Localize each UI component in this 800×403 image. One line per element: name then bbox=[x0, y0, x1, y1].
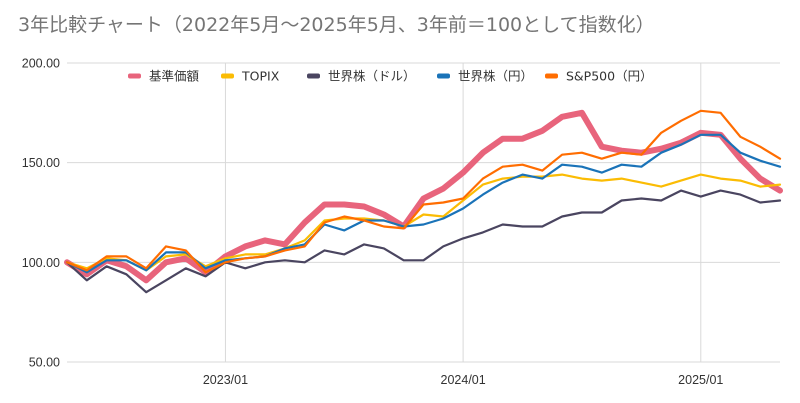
x-tick-label: 2025/01 bbox=[678, 373, 723, 387]
series-line-2 bbox=[65, 189, 782, 294]
y-tick-label: 100.00 bbox=[22, 256, 60, 270]
y-tick-label: 200.00 bbox=[22, 57, 60, 71]
x-axis: 2023/01 2024/01 2025/01 bbox=[203, 373, 724, 387]
legend-item[interactable]: S&P500（円） bbox=[545, 69, 653, 84]
series-path bbox=[65, 189, 782, 294]
legend-swatch-icon bbox=[128, 73, 141, 79]
series-path bbox=[64, 109, 783, 284]
series-path bbox=[65, 109, 782, 274]
legend-label: TOPIX bbox=[241, 69, 280, 84]
legend-swatch-icon bbox=[307, 73, 320, 79]
legend-swatch-icon bbox=[545, 73, 558, 79]
legend-item[interactable]: TOPIX bbox=[221, 69, 280, 84]
series-line-1 bbox=[65, 173, 782, 272]
series-lines bbox=[64, 109, 783, 294]
legend-item[interactable]: 世界株（ドル） bbox=[307, 69, 416, 84]
y-axis: 200.00 150.00 100.00 50.00 bbox=[22, 57, 60, 370]
legend-label: 基準価額 bbox=[149, 69, 200, 84]
x-tick-label: 2024/01 bbox=[441, 373, 486, 387]
series-path bbox=[65, 173, 782, 272]
legend-item[interactable]: 世界株（円） bbox=[437, 69, 533, 84]
x-tick-label: 2023/01 bbox=[203, 373, 248, 387]
legend-swatch-icon bbox=[437, 73, 450, 79]
legend-swatch-icon bbox=[221, 73, 234, 79]
y-tick-label: 50.00 bbox=[29, 356, 60, 370]
legend-item[interactable]: 基準価額 bbox=[128, 69, 200, 84]
chart-title: 3年比較チャート（2022年5月～2025年5月、3年前＝100として指数化） bbox=[18, 14, 655, 36]
legend-label: S&P500（円） bbox=[566, 69, 653, 84]
series-path bbox=[65, 133, 782, 274]
y-tick-label: 150.00 bbox=[22, 156, 60, 170]
series-line-4 bbox=[65, 109, 782, 274]
legend-label: 世界株（円） bbox=[458, 69, 533, 84]
grid bbox=[67, 62, 780, 363]
legend-label: 世界株（ドル） bbox=[328, 69, 416, 84]
legend: 基準価額 TOPIX 世界株（ドル） 世界株（円） S&P500（円） bbox=[128, 69, 653, 84]
